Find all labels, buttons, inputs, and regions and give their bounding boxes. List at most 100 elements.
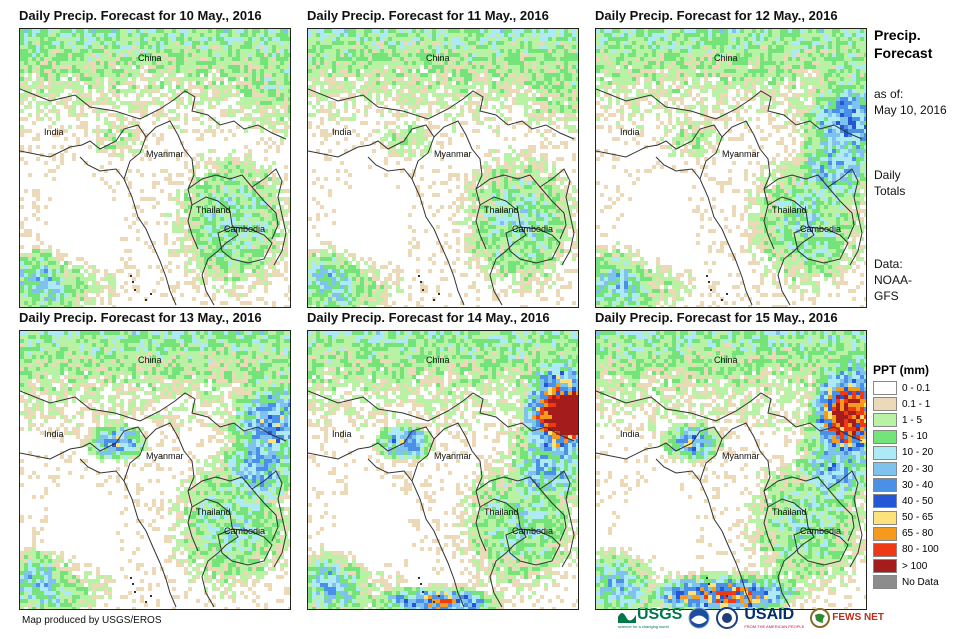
country-border — [767, 196, 815, 306]
precip-map: China India Myanmar Thailand Cambodia — [307, 330, 579, 610]
precip-map: China India Myanmar Thailand Cambodia — [307, 28, 579, 308]
map-label-cambodia: Cambodia — [224, 526, 266, 536]
map-label-myanmar: Myanmar — [146, 451, 184, 461]
country-border — [367, 156, 413, 180]
country-border — [596, 426, 753, 608]
country-border — [655, 156, 701, 180]
as-of-date: May 10, 2016 — [874, 103, 947, 117]
precip-map-canvas — [20, 331, 290, 609]
country-border — [217, 528, 273, 566]
totals-line2: Totals — [874, 184, 906, 198]
legend-label: 20 - 30 — [902, 463, 934, 475]
usgs-logo: USGS science for a changing world — [618, 606, 682, 629]
precip-map-canvas — [20, 29, 290, 307]
fewsnet-wordmark: FEWS NET — [832, 612, 884, 623]
country-border — [767, 498, 815, 608]
side-title-line2: Forecast — [874, 45, 933, 61]
legend-swatch — [873, 526, 897, 541]
country-border — [308, 124, 465, 306]
usaid-logo: USAID FROM THE AMERICAN PEOPLE — [744, 606, 804, 629]
map-label-thailand: Thailand — [772, 205, 807, 215]
precip-map: China India Myanmar Thailand Cambodia — [19, 28, 291, 308]
legend-item: 50 - 65 — [873, 510, 939, 526]
country-border — [187, 476, 279, 542]
state-department-seal-icon — [716, 606, 739, 629]
legend-item: 0.1 - 1 — [873, 396, 939, 412]
legend-label: 0.1 - 1 — [902, 398, 931, 410]
country-border — [79, 156, 125, 180]
legend-label: 30 - 40 — [902, 479, 934, 491]
usgs-tagline: science for a changing world — [618, 624, 669, 629]
panel-title: Daily Precip. Forecast for 12 May., 2016 — [595, 8, 838, 23]
forecast-panel-13-may: Daily Precip. Forecast for 13 May., 2016… — [19, 310, 293, 610]
country-border — [433, 422, 487, 552]
country-border — [187, 174, 279, 240]
map-label-cambodia: Cambodia — [800, 526, 842, 536]
usaid-wordmark: USAID — [744, 606, 795, 623]
country-border — [793, 528, 849, 566]
precip-map: China India Myanmar Thailand Cambodia — [595, 28, 867, 308]
legend-item: 65 - 80 — [873, 526, 939, 542]
map-label-china: China — [714, 355, 738, 365]
map-label-thailand: Thailand — [196, 205, 231, 215]
forecast-panel-12-may: Daily Precip. Forecast for 12 May., 2016… — [595, 8, 869, 308]
country-border — [20, 390, 287, 442]
country-border — [827, 168, 863, 266]
country-border — [308, 426, 465, 608]
forecast-panel-10-may: Daily Precip. Forecast for 10 May., 2016… — [19, 8, 293, 308]
map-label-thailand: Thailand — [484, 507, 519, 517]
country-border — [721, 422, 775, 552]
usaid-tagline: FROM THE AMERICAN PEOPLE — [744, 624, 805, 629]
legend-item: 5 - 10 — [873, 429, 939, 445]
data-source-line3: GFS — [874, 289, 899, 303]
country-border — [763, 476, 855, 542]
country-border — [145, 120, 199, 250]
fewsnet-logo: FEWS NET — [810, 607, 884, 628]
map-label-china: China — [138, 53, 162, 63]
country-border — [20, 426, 177, 608]
legend-swatch — [873, 445, 897, 460]
legend-label: 40 - 50 — [902, 495, 934, 507]
map-label-cambodia: Cambodia — [224, 224, 266, 234]
country-border — [505, 528, 561, 566]
map-label-india: India — [332, 429, 352, 439]
side-title: Precip. Forecast — [874, 26, 932, 62]
panel-title: Daily Precip. Forecast for 15 May., 2016 — [595, 310, 838, 325]
country-border — [596, 124, 753, 306]
legend-swatch — [873, 542, 897, 557]
map-label-india: India — [44, 127, 64, 137]
map-label-myanmar: Myanmar — [146, 149, 184, 159]
legend-swatch — [873, 510, 897, 525]
as-of-label: as of: — [874, 87, 904, 101]
country-border — [655, 458, 701, 482]
country-border — [433, 120, 487, 250]
country-border — [827, 470, 863, 568]
legend-swatch — [873, 494, 897, 509]
country-border — [505, 226, 561, 264]
legend-label: 50 - 65 — [902, 512, 934, 524]
precip-map-canvas — [596, 29, 866, 307]
map-label-china: China — [426, 53, 450, 63]
usgs-wordmark: USGS — [637, 606, 683, 623]
legend-label: No Data — [902, 576, 939, 588]
country-border — [475, 476, 567, 542]
country-border — [763, 174, 855, 240]
totals-block: Daily Totals — [874, 167, 905, 199]
map-label-cambodia: Cambodia — [512, 526, 554, 536]
data-source-block: Data: NOAA- GFS — [874, 256, 912, 304]
map-credit: Map produced by USGS/EROS — [22, 615, 162, 626]
panel-title: Daily Precip. Forecast for 13 May., 2016 — [19, 310, 262, 325]
legend-swatch — [873, 478, 897, 493]
side-title-line1: Precip. — [874, 27, 921, 43]
logo-strip: USGS science for a changing world USAID … — [618, 606, 884, 629]
map-label-myanmar: Myanmar — [722, 149, 760, 159]
map-label-india: India — [620, 429, 640, 439]
country-border — [793, 226, 849, 264]
map-label-myanmar: Myanmar — [434, 149, 472, 159]
panel-title: Daily Precip. Forecast for 14 May., 2016 — [307, 310, 550, 325]
country-border — [79, 458, 125, 482]
forecast-panel-11-may: Daily Precip. Forecast for 11 May., 2016… — [307, 8, 581, 308]
map-label-thailand: Thailand — [772, 507, 807, 517]
forecast-panel-14-may: Daily Precip. Forecast for 14 May., 2016… — [307, 310, 581, 610]
map-label-thailand: Thailand — [196, 507, 231, 517]
